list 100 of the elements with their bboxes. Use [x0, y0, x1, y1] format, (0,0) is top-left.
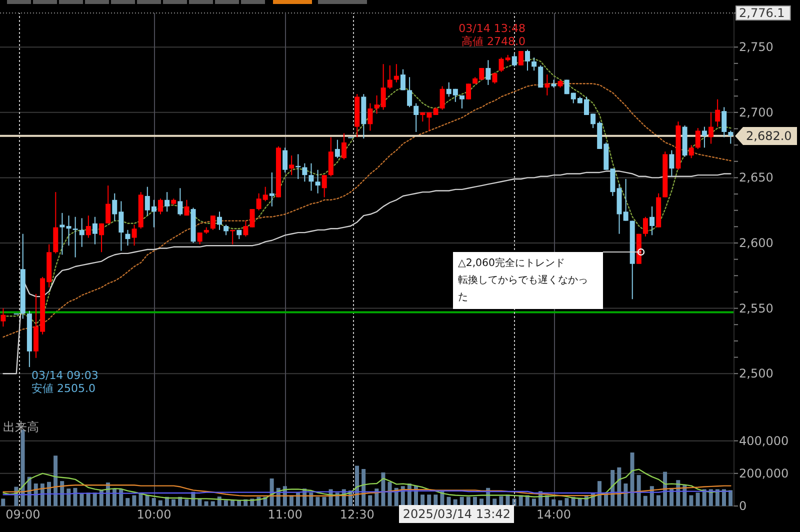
bar [1, 498, 6, 506]
candlestick [164, 192, 170, 212]
bar [126, 498, 130, 506]
candlestick [407, 76, 412, 108]
bar [316, 496, 320, 506]
candlestick [532, 57, 537, 72]
candlestick [538, 64, 544, 88]
candlestick [702, 126, 707, 148]
x-tick-label: 09:00 [6, 508, 40, 522]
annotation: 03/14 09:03 安値 2505.0 [31, 369, 98, 396]
y-tick-label: 2,700 [739, 105, 774, 120]
bar [722, 489, 726, 506]
bar [54, 456, 58, 506]
candlestick [328, 136, 334, 177]
candlestick [79, 218, 84, 248]
y-tick-label: 200,000 [739, 466, 789, 480]
candlestick [486, 60, 491, 86]
candlestick [99, 222, 104, 253]
candlestick [342, 132, 347, 160]
candlestick [72, 216, 78, 258]
bar [630, 452, 634, 506]
candlestick [178, 188, 183, 216]
candlestick [368, 102, 373, 132]
bar [696, 492, 700, 506]
y-tick-label: 2,600 [739, 236, 774, 250]
bar [172, 499, 176, 506]
bar [158, 500, 162, 506]
bar [80, 494, 84, 506]
y-tick-label: 2,650 [739, 170, 774, 185]
bar [34, 484, 38, 506]
x-tick-label: 11:00 [268, 508, 302, 522]
bar [499, 496, 504, 506]
candlestick [466, 83, 472, 100]
y-tick-label: 2,776.1 [739, 6, 785, 20]
bar [145, 495, 150, 506]
bar [322, 496, 326, 506]
x-tick-label: 14:00 [536, 508, 572, 522]
candlestick [302, 162, 308, 182]
candlestick [197, 232, 202, 245]
candlestick [695, 128, 700, 150]
bar [656, 495, 660, 506]
bar [532, 498, 536, 506]
candlestick [250, 208, 255, 228]
candlestick [322, 174, 327, 198]
candlestick [544, 74, 550, 96]
candlestick [518, 50, 524, 66]
bar [381, 472, 386, 506]
candlestick [387, 64, 392, 90]
candlestick [459, 94, 464, 109]
candlestick [642, 216, 648, 237]
candlestick [86, 215, 91, 238]
candlestick [216, 211, 222, 230]
candlestick [394, 64, 399, 83]
bar [434, 494, 438, 506]
candlestick [715, 98, 720, 128]
annotation: 03/14 13:48 高値 2748.0 [458, 22, 526, 48]
bar [689, 495, 694, 506]
bar [224, 500, 228, 506]
candlestick [414, 102, 419, 132]
bar [66, 488, 71, 506]
candlestick [224, 224, 229, 236]
candlestick [158, 198, 164, 215]
candlestick [289, 154, 294, 176]
candlestick [688, 144, 694, 159]
y-tick-label: 2,500 [739, 366, 774, 381]
bar [368, 495, 372, 506]
bar [138, 494, 143, 506]
candlestick [0, 308, 6, 328]
candlestick [650, 206, 655, 236]
x-tick-label: 10:00 [136, 508, 172, 522]
bar [702, 489, 706, 506]
bar [152, 498, 156, 506]
y-tick-label: 400,000 [739, 434, 789, 448]
y-tick-label: 2,550 [739, 301, 774, 316]
candlestick [66, 215, 72, 246]
y-tick-label: 0 [739, 499, 747, 513]
candlestick [308, 162, 314, 192]
candlestick [282, 147, 288, 173]
candlestick [722, 106, 727, 138]
bar [210, 501, 215, 506]
annotation: △2,060完全にトレンド転換してからでも遅くなかった [453, 252, 603, 309]
candlestick [60, 212, 65, 256]
candlestick [440, 86, 445, 110]
bar [427, 494, 432, 506]
bar [728, 490, 733, 506]
candlestick [106, 185, 111, 224]
candlestick [315, 169, 320, 194]
chart-title: 出来高 [3, 420, 39, 435]
candlestick [269, 172, 274, 207]
text: 2025/03/14 13:42 [398, 505, 514, 523]
bar [420, 494, 425, 506]
bar [230, 500, 234, 506]
candlestick [525, 49, 530, 72]
bar [552, 499, 556, 506]
candlestick [400, 68, 406, 91]
candlestick [512, 53, 517, 68]
candlestick [708, 112, 714, 144]
bar [184, 499, 189, 506]
candlestick [184, 199, 190, 216]
candlestick [492, 72, 498, 84]
